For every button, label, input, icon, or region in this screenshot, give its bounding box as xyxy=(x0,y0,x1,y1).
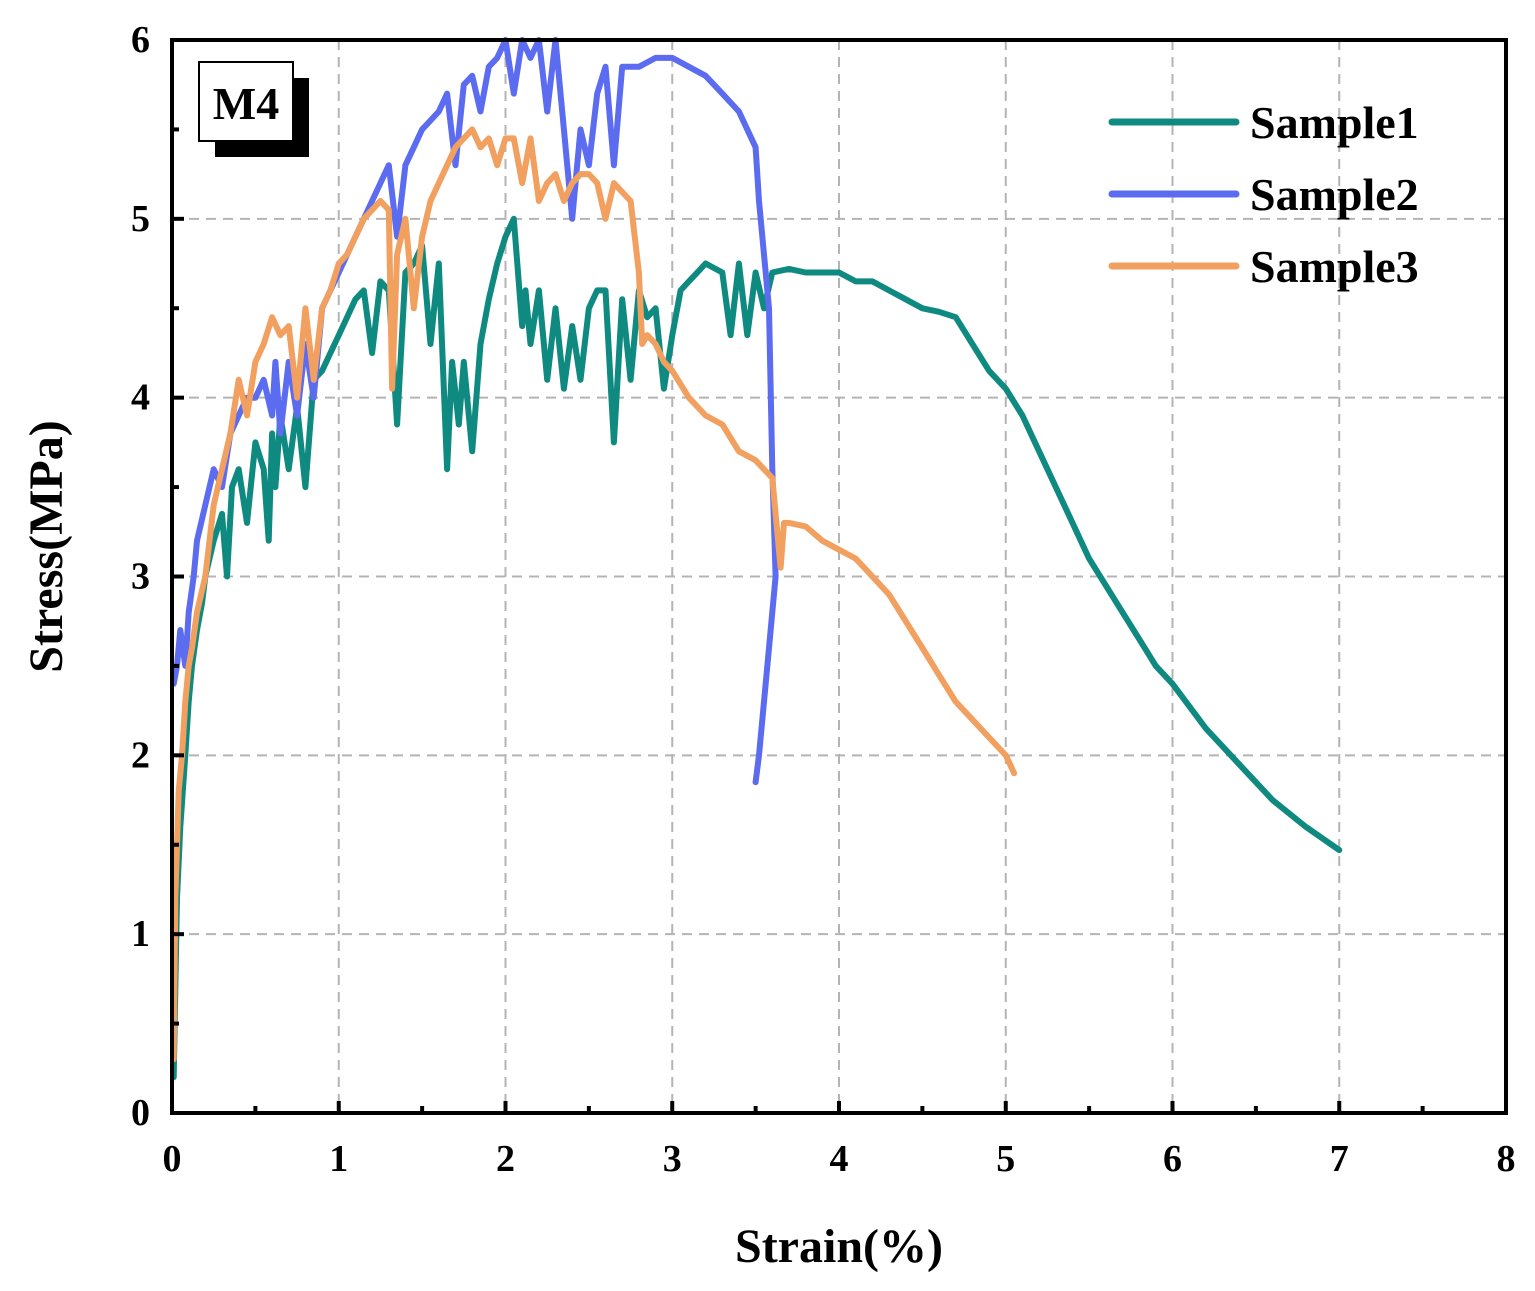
x-tick-label: 5 xyxy=(996,1138,1015,1180)
grid-lines xyxy=(172,40,1506,1113)
x-tick-label: 8 xyxy=(1497,1138,1516,1180)
panel-label: M4 xyxy=(213,78,279,129)
y-tick-label: 3 xyxy=(131,556,150,598)
x-tick-label: 2 xyxy=(496,1138,515,1180)
axis-ticks xyxy=(170,38,1508,1115)
y-tick-label: 1 xyxy=(131,913,150,955)
legend: Sample1 Sample2 Sample3 xyxy=(1108,97,1419,292)
x-tick-label: 4 xyxy=(830,1138,849,1180)
x-tick-label: 6 xyxy=(1163,1138,1182,1180)
y-tick-label: 0 xyxy=(131,1092,150,1134)
y-tick-label: 4 xyxy=(131,377,150,419)
x-axis-title: Strain(%) xyxy=(735,1220,943,1273)
panel-label-box: M4 xyxy=(198,61,309,157)
x-tick-label: 3 xyxy=(663,1138,682,1180)
series-line-sample3 xyxy=(170,126,1018,1063)
x-tick-label: 0 xyxy=(163,1138,182,1180)
legend-label-sample3: Sample3 xyxy=(1250,241,1419,292)
y-tick-label: 5 xyxy=(131,198,150,240)
legend-label-sample1: Sample1 xyxy=(1250,97,1419,148)
series-lines xyxy=(170,37,1343,1081)
x-tick-label: 7 xyxy=(1330,1138,1349,1180)
y-tick-label: 2 xyxy=(131,734,150,776)
y-tick-label: 6 xyxy=(131,19,150,61)
panel-label-frame xyxy=(198,61,294,142)
x-tick-label: 1 xyxy=(329,1138,348,1180)
legend-label-sample2: Sample2 xyxy=(1250,169,1419,220)
y-axis-title: Stress(MPa) xyxy=(20,420,73,672)
y-tick-labels: 0 1 2 3 4 5 6 xyxy=(131,19,150,1134)
x-tick-labels: 0 1 2 3 4 5 6 7 8 xyxy=(163,1138,1516,1180)
series-line-sample1 xyxy=(170,215,1343,1081)
